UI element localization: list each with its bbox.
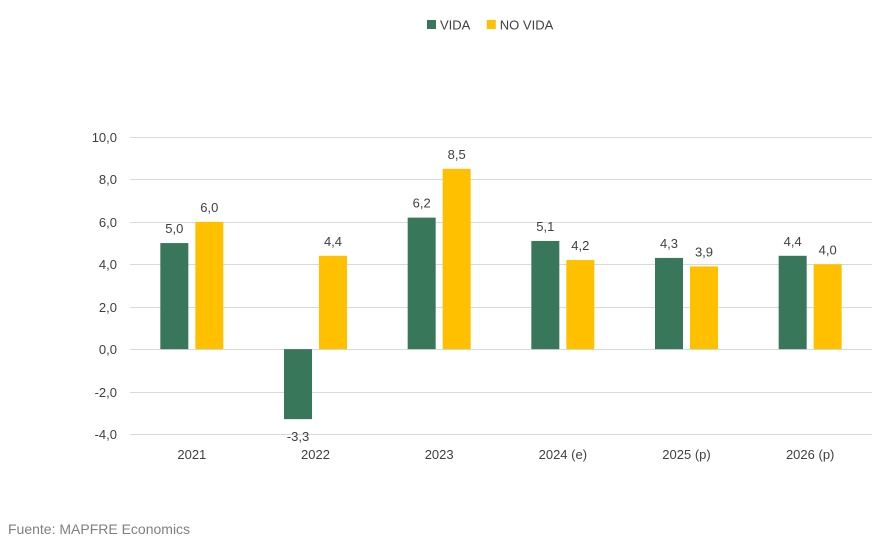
bar-vida — [284, 349, 312, 420]
data-label: 5,0 — [165, 221, 183, 236]
y-tick-label: 4,0 — [99, 257, 117, 272]
bar-no-vida — [319, 255, 347, 350]
x-tick-label: 2021 — [177, 447, 206, 462]
data-label: 4,2 — [571, 238, 589, 253]
y-tick-label: 0,0 — [99, 342, 117, 357]
data-labels: 5,0 6,0 -3,3 4,4 6,2 8,5 5,1 4,2 4,3 3,9 4,4 4,0 — [165, 147, 836, 444]
data-label: 4,3 — [660, 236, 678, 251]
bar-no-vida — [195, 221, 224, 350]
y-tick-label: 8,0 — [99, 172, 117, 187]
x-tick-label: 2025 (p) — [662, 447, 710, 462]
y-tick-label: -4,0 — [95, 427, 117, 442]
y-tick-label: -2,0 — [95, 385, 117, 400]
data-label: 6,2 — [413, 196, 431, 211]
y-tick-label: 6,0 — [99, 215, 117, 230]
bar-vida — [160, 243, 189, 350]
x-tick-label: 2023 — [425, 447, 454, 462]
x-tick-label: 2024 (e) — [539, 447, 587, 462]
data-label: 8,5 — [448, 147, 466, 162]
legend-swatch — [486, 20, 496, 29]
gridlines — [130, 137, 872, 435]
y-axis: 10,0 8,0 6,0 4,0 2,0 0,0 -2,0 -4,0 — [92, 130, 117, 442]
bar-vida — [655, 257, 683, 350]
data-label: 6,0 — [200, 200, 218, 215]
legend: VIDA NO VIDA — [427, 18, 554, 33]
data-label: 4,4 — [324, 234, 342, 249]
data-label: 5,1 — [536, 219, 554, 234]
x-tick-label: 2022 — [301, 447, 330, 462]
data-label: 4,4 — [784, 234, 802, 249]
data-label: -3,3 — [287, 429, 309, 444]
x-tick-label: 2026 (p) — [786, 447, 834, 462]
legend-label: NO VIDA — [500, 18, 554, 33]
y-tick-label: 10,0 — [92, 130, 117, 145]
legend-label: VIDA — [440, 18, 471, 33]
bar-vida — [531, 240, 560, 350]
legend-swatch — [427, 20, 436, 29]
bar-no-vida — [813, 264, 842, 350]
x-axis: 2021 2022 2023 2024 (e) 2025 (p) 2026 (p) — [177, 447, 834, 462]
bar-vida — [407, 217, 436, 350]
data-label: 3,9 — [695, 244, 713, 259]
bar-no-vida — [442, 168, 471, 350]
data-label: 4,0 — [819, 242, 837, 257]
bar-no-vida — [566, 260, 595, 350]
bar-no-vida — [690, 266, 718, 350]
y-tick-label: 2,0 — [99, 300, 117, 315]
source-note: Fuente: MAPFRE Economics — [8, 521, 191, 537]
bar-vida — [778, 255, 807, 350]
bars — [160, 168, 842, 420]
